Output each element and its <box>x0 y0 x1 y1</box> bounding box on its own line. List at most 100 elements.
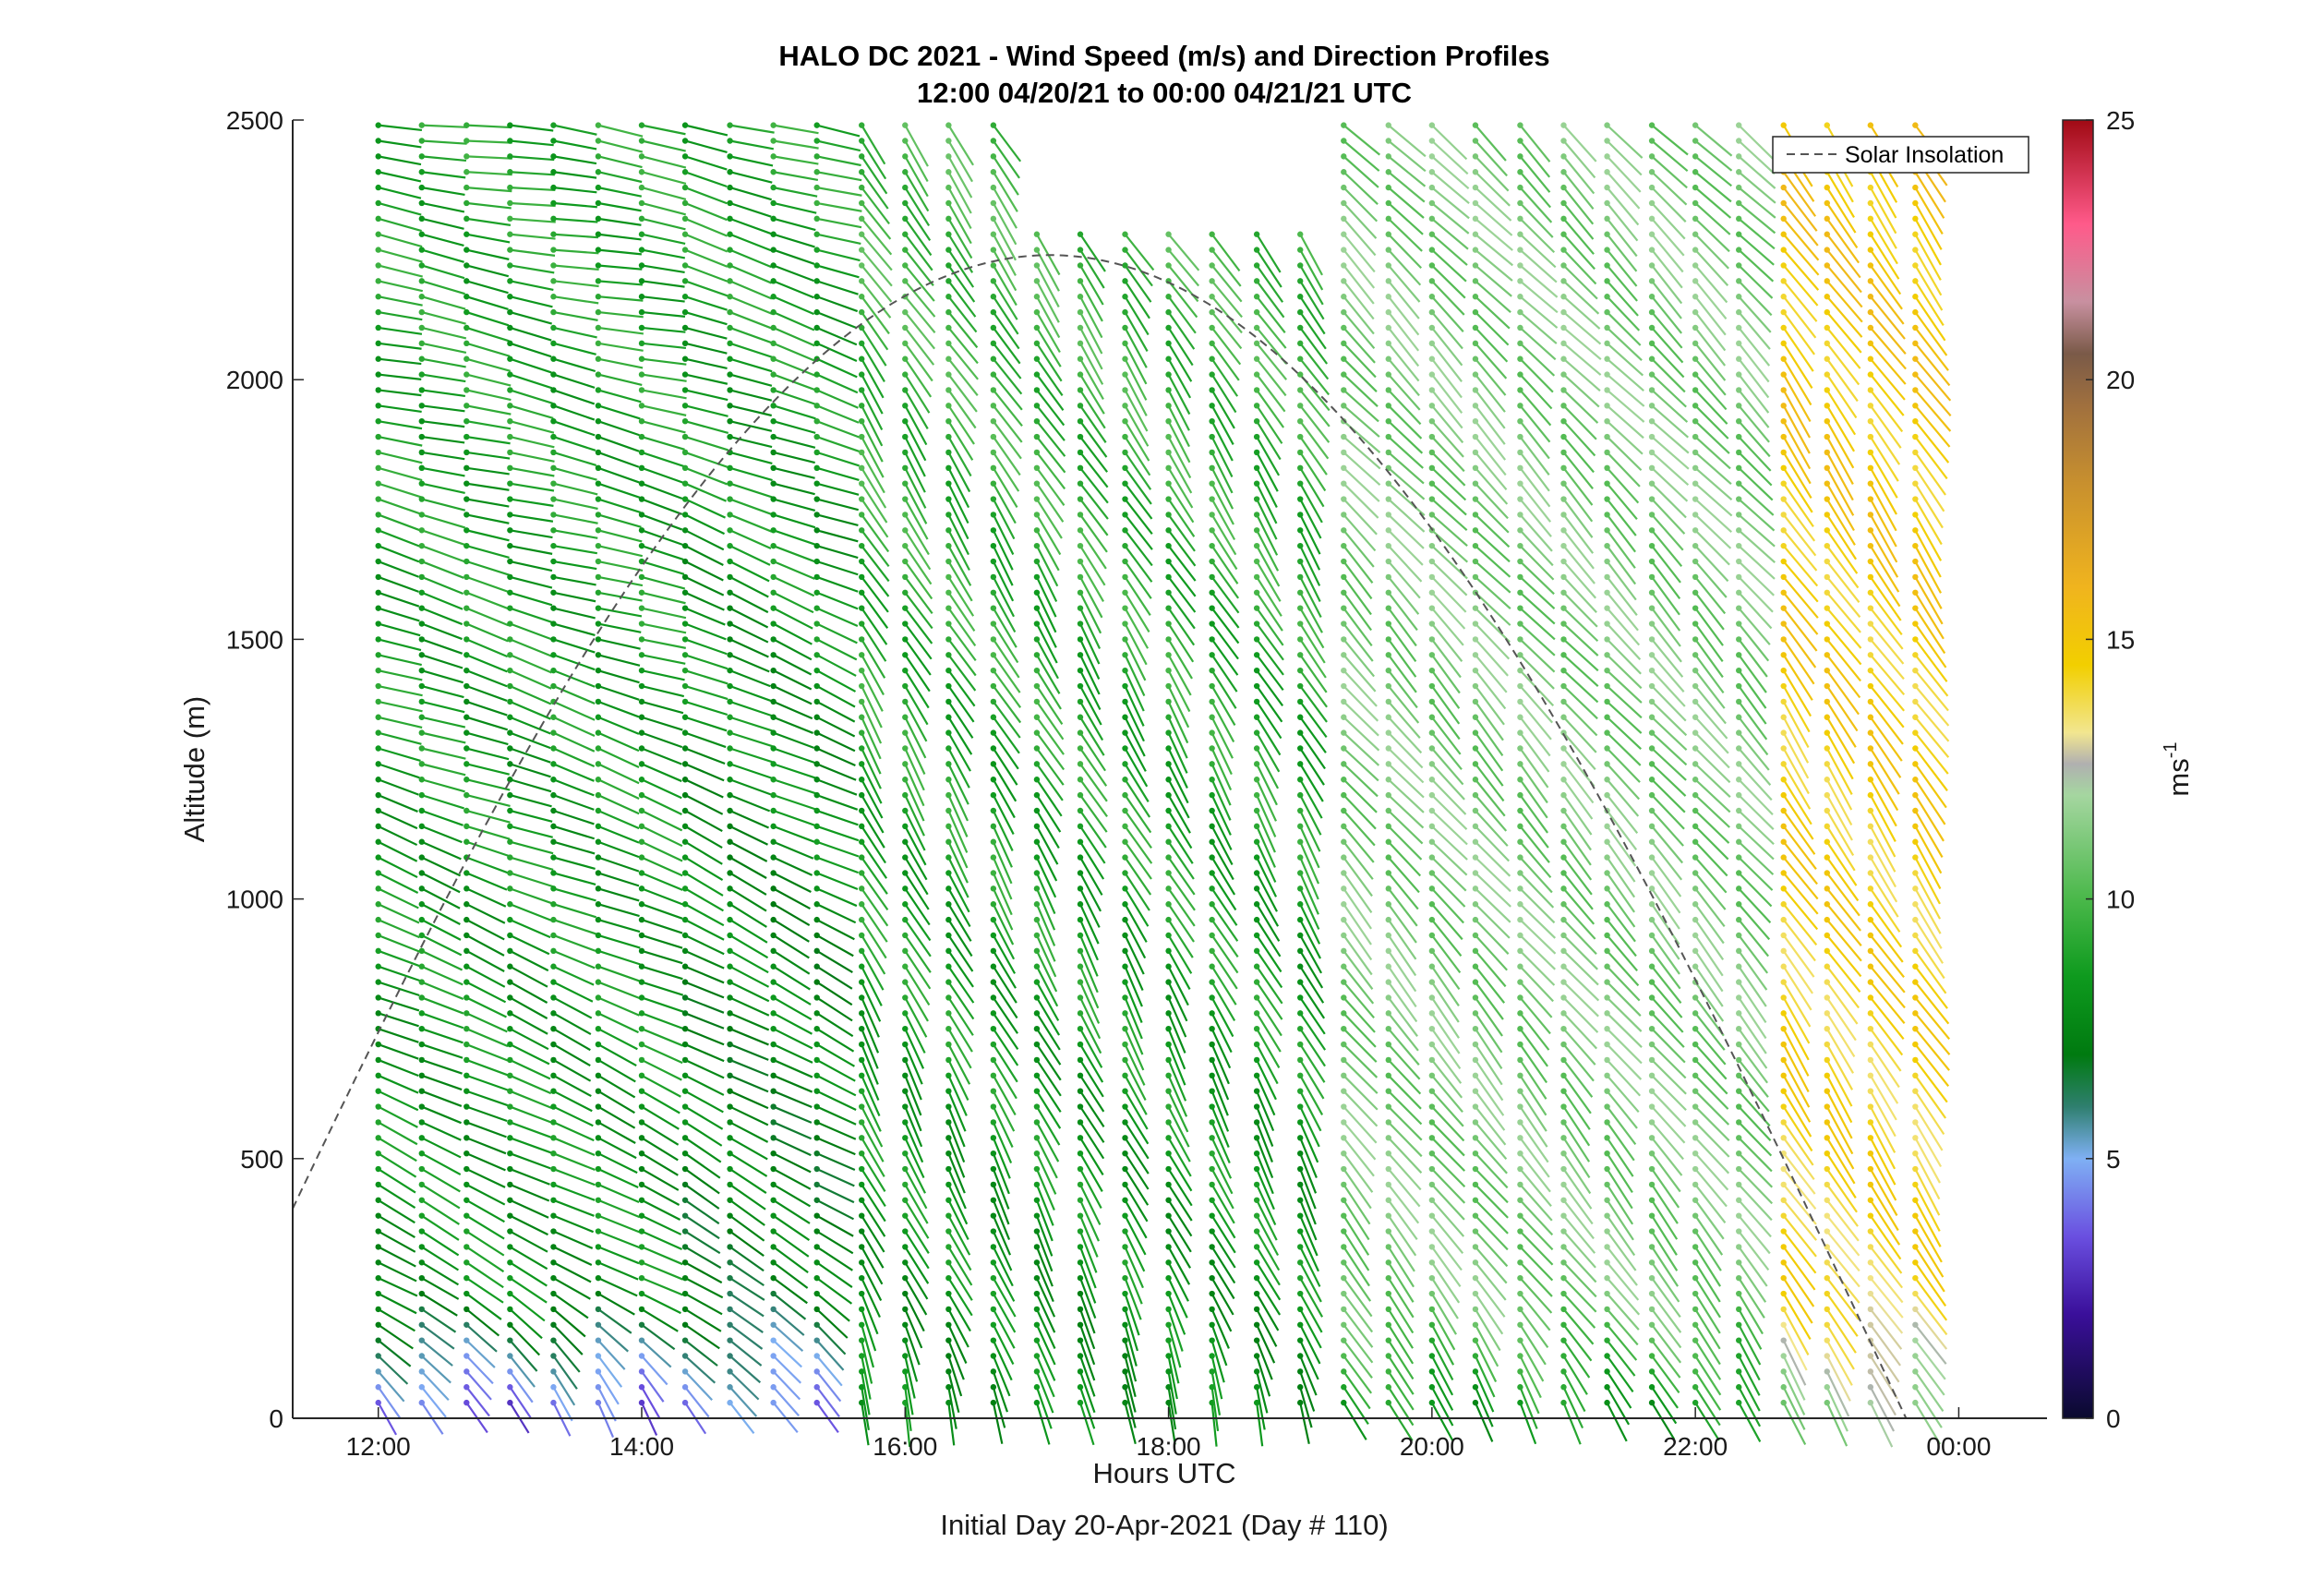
wind-barb-point <box>1560 340 1567 347</box>
wind-barb <box>815 1355 843 1387</box>
wind-barb-point <box>507 1244 513 1250</box>
wind-barb-point <box>902 1337 909 1343</box>
wind-barb-point <box>1297 777 1304 783</box>
wind-barb <box>465 872 508 891</box>
wind-barb-point <box>464 916 470 923</box>
wind-barb-point <box>1341 199 1347 207</box>
wind-barb <box>992 249 1018 292</box>
wind-barb-point <box>550 947 557 955</box>
wind-barb <box>1167 1168 1193 1207</box>
wind-barb-point <box>813 947 820 955</box>
wind-barb <box>773 654 813 676</box>
wind-barb <box>421 591 464 610</box>
wind-barb-point <box>1604 324 1610 331</box>
wind-barb-point <box>1428 1368 1436 1375</box>
wind-barb <box>1431 607 1464 646</box>
wind-barb-point <box>727 1399 733 1406</box>
wind-barb <box>1299 903 1321 945</box>
wind-barb-point <box>859 1274 865 1282</box>
wind-barb-point <box>1165 1306 1172 1313</box>
wind-barb-point <box>1560 169 1567 175</box>
wind-barb <box>904 483 928 524</box>
wind-barb-point <box>681 433 689 440</box>
wind-barb-point <box>1341 403 1347 409</box>
wind-barb-point <box>859 1228 865 1235</box>
wind-barb <box>1519 452 1550 492</box>
wind-barb <box>378 654 422 667</box>
wind-barb-point <box>595 761 602 767</box>
wind-barb-point <box>990 169 997 175</box>
wind-barb <box>1562 903 1596 940</box>
wind-barb-point <box>1209 1321 1215 1328</box>
wind-barb <box>1035 1215 1054 1257</box>
wind-barb <box>1651 856 1682 897</box>
wind-barb-point <box>945 838 952 845</box>
wind-barb <box>509 1012 548 1035</box>
wind-barb <box>1519 545 1555 581</box>
wind-barb <box>1651 155 1688 189</box>
wind-barb-point <box>1209 1010 1215 1017</box>
wind-barb-point <box>859 1212 865 1219</box>
wind-barb <box>1343 560 1373 600</box>
wind-barb-point <box>813 761 820 767</box>
wind-barb-point <box>1209 1353 1215 1359</box>
wind-barb-point <box>418 745 425 752</box>
wind-barb <box>509 1043 550 1066</box>
wind-barb <box>729 1307 764 1333</box>
wind-barb-point <box>681 932 689 939</box>
wind-barb-point <box>464 1228 470 1235</box>
wind-barb-point <box>945 294 952 300</box>
wind-barb-point <box>1472 1135 1479 1141</box>
wind-barb-point <box>638 777 645 783</box>
wind-barb-point <box>418 963 425 970</box>
wind-barb <box>684 466 728 486</box>
wind-barb-point <box>1385 1306 1391 1313</box>
wind-barb <box>466 264 510 278</box>
wind-barb-point <box>1560 1306 1567 1313</box>
wind-barb-point <box>813 138 820 144</box>
wind-barb-point <box>464 1150 470 1157</box>
wind-barb <box>947 545 972 586</box>
wind-barb <box>947 638 977 677</box>
wind-barb-point <box>595 1399 602 1406</box>
wind-barb-point <box>902 573 909 581</box>
wind-barb <box>597 1261 639 1281</box>
wind-barb-point <box>1341 745 1347 752</box>
wind-barb-point <box>1253 1165 1260 1173</box>
wind-barb-point <box>681 340 689 347</box>
wind-barb <box>553 575 596 586</box>
wind-barb-point <box>1165 947 1172 955</box>
wind-barb <box>1651 404 1690 439</box>
wind-barb <box>378 248 423 263</box>
wind-barb-point <box>375 807 381 814</box>
wind-barb-point <box>1165 294 1172 300</box>
wind-barb <box>1651 436 1690 470</box>
wind-barb-point <box>464 387 470 393</box>
wind-barb <box>1035 1152 1057 1195</box>
wind-barb <box>992 841 1013 885</box>
wind-barb-point <box>813 542 820 549</box>
wind-barb <box>1299 452 1327 492</box>
wind-barb-point <box>770 1384 777 1391</box>
wind-barb <box>992 778 1016 819</box>
wind-barb-point <box>770 199 777 207</box>
wind-barb-point <box>1297 542 1304 549</box>
wind-barb <box>1343 794 1377 830</box>
wind-barb-point <box>1165 371 1172 378</box>
wind-barb-point <box>727 1150 733 1157</box>
wind-barb <box>773 903 811 926</box>
wind-barb-point <box>727 745 733 752</box>
wind-barb <box>904 887 931 926</box>
wind-barb <box>1256 560 1282 602</box>
wind-barb-point <box>727 199 733 207</box>
wind-barb <box>947 887 971 928</box>
wind-barb-point <box>507 1228 513 1235</box>
wind-barb-point <box>681 682 689 690</box>
wind-barb <box>553 529 598 539</box>
wind-barb-point <box>638 1150 645 1157</box>
wind-barb-point <box>1033 496 1041 502</box>
wind-barb <box>947 685 975 723</box>
wind-barb <box>552 1012 592 1035</box>
wind-barb <box>1562 1059 1594 1098</box>
wind-barb-point <box>727 1228 733 1235</box>
